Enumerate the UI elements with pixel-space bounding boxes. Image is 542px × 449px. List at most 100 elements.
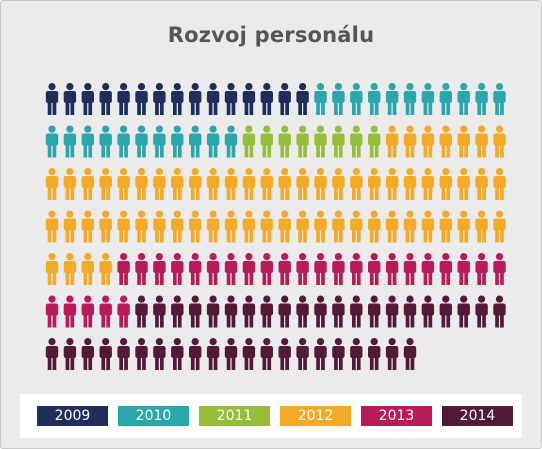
person-icon bbox=[403, 253, 417, 285]
person-icon bbox=[189, 338, 202, 370]
person-icon bbox=[475, 83, 488, 115]
person-icon bbox=[99, 295, 112, 328]
person-icon bbox=[350, 125, 363, 158]
person-icon bbox=[421, 168, 435, 200]
person-icon bbox=[189, 295, 202, 328]
person-icon bbox=[350, 295, 363, 328]
person-icon bbox=[224, 83, 238, 115]
person-icon bbox=[314, 125, 327, 158]
person-icon bbox=[314, 168, 327, 200]
person-icon bbox=[63, 253, 77, 285]
person-icon bbox=[350, 253, 363, 285]
person-icon bbox=[99, 253, 112, 285]
person-icon bbox=[242, 125, 256, 158]
person-icon bbox=[135, 338, 148, 370]
person-icon bbox=[153, 125, 166, 158]
person-icon bbox=[475, 253, 488, 285]
person-icon bbox=[493, 295, 506, 328]
person-icon bbox=[421, 253, 435, 285]
legend-item-2009: 2009 bbox=[37, 406, 108, 426]
person-icon bbox=[403, 83, 417, 115]
person-icon bbox=[403, 295, 417, 328]
person-icon bbox=[224, 210, 238, 243]
person-icon bbox=[350, 168, 363, 200]
person-icon bbox=[153, 253, 166, 285]
person-icon bbox=[135, 210, 148, 243]
person-icon bbox=[260, 295, 273, 328]
person-icon bbox=[385, 295, 399, 328]
person-icon bbox=[117, 338, 130, 370]
person-icon bbox=[260, 338, 273, 370]
person-icon bbox=[117, 253, 130, 285]
person-icon bbox=[206, 125, 220, 158]
legend-item-2013: 2013 bbox=[361, 406, 432, 426]
person-icon bbox=[385, 83, 399, 115]
person-icon bbox=[439, 253, 452, 285]
person-icon bbox=[99, 210, 112, 243]
person-icon bbox=[117, 168, 130, 200]
person-icon bbox=[457, 253, 470, 285]
person-icon bbox=[493, 210, 506, 243]
person-icon bbox=[242, 210, 256, 243]
person-icon bbox=[171, 253, 184, 285]
person-icon bbox=[421, 83, 435, 115]
person-icon bbox=[457, 295, 470, 328]
person-icon bbox=[439, 210, 452, 243]
person-icon bbox=[278, 168, 291, 200]
person-icon bbox=[260, 210, 273, 243]
person-icon bbox=[457, 125, 470, 158]
person-icon bbox=[475, 210, 488, 243]
person-icon bbox=[368, 295, 381, 328]
person-icon bbox=[99, 83, 112, 115]
person-icon bbox=[171, 83, 184, 115]
person-icon bbox=[368, 338, 381, 370]
person-icon bbox=[206, 295, 220, 328]
person-icon bbox=[260, 168, 273, 200]
person-icon bbox=[45, 125, 59, 158]
person-icon bbox=[368, 210, 381, 243]
person-icon bbox=[368, 253, 381, 285]
person-icon bbox=[493, 83, 506, 115]
person-icon bbox=[421, 125, 435, 158]
person-icon bbox=[63, 210, 77, 243]
person-icon bbox=[171, 295, 184, 328]
person-icon bbox=[99, 338, 112, 370]
person-icon bbox=[135, 295, 148, 328]
person-icon bbox=[296, 338, 309, 370]
person-icon bbox=[493, 253, 506, 285]
person-icon bbox=[171, 338, 184, 370]
person-icon bbox=[63, 338, 77, 370]
person-icon bbox=[296, 295, 309, 328]
person-icon bbox=[296, 125, 309, 158]
person-icon bbox=[403, 125, 417, 158]
person-icon bbox=[45, 83, 59, 115]
person-icon bbox=[189, 168, 202, 200]
person-icon bbox=[242, 338, 256, 370]
person-icon bbox=[421, 210, 435, 243]
person-icon bbox=[117, 125, 130, 158]
person-icon bbox=[403, 210, 417, 243]
person-icon bbox=[117, 83, 130, 115]
person-icon bbox=[385, 125, 399, 158]
pictogram-area bbox=[45, 83, 506, 370]
person-icon bbox=[314, 295, 327, 328]
person-icon bbox=[63, 295, 77, 328]
person-icon bbox=[135, 125, 148, 158]
person-icon bbox=[206, 168, 220, 200]
person-icon bbox=[350, 210, 363, 243]
person-icon bbox=[63, 125, 77, 158]
person-icon bbox=[189, 253, 202, 285]
person-icon bbox=[278, 253, 291, 285]
person-icon bbox=[368, 168, 381, 200]
person-icon bbox=[260, 83, 273, 115]
person-icon bbox=[278, 295, 291, 328]
person-icon bbox=[81, 168, 94, 200]
person-icon bbox=[332, 83, 345, 115]
legend-item-2010: 2010 bbox=[118, 406, 189, 426]
person-icon bbox=[403, 338, 417, 370]
person-icon bbox=[439, 295, 452, 328]
person-icon bbox=[242, 295, 256, 328]
person-icon bbox=[117, 210, 130, 243]
person-icon bbox=[206, 338, 220, 370]
